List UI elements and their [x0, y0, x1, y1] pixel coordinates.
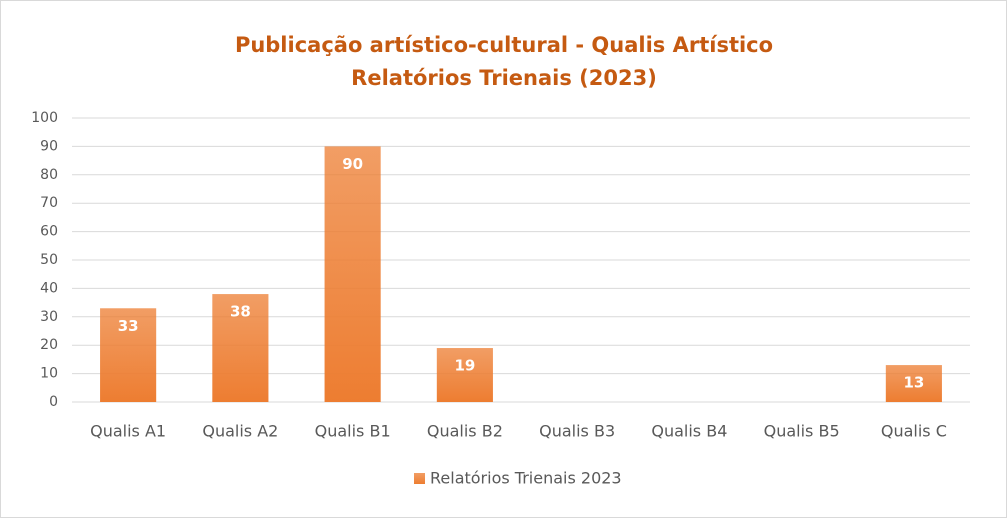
legend-label: Relatórios Trienais 2023: [430, 469, 622, 488]
x-tick-label: Qualis A1: [90, 422, 166, 441]
y-tick-label: 10: [40, 366, 58, 382]
y-tick-label: 60: [40, 224, 58, 240]
bar: [436, 348, 493, 402]
y-tick-label: 30: [40, 309, 58, 325]
legend-swatch: [414, 473, 425, 484]
x-tick-label: Qualis B1: [315, 422, 391, 441]
x-tick-label: Qualis A2: [202, 422, 278, 441]
data-label: 13: [903, 374, 924, 392]
y-tick-label: 80: [40, 167, 58, 183]
data-label: 33: [118, 317, 139, 335]
x-tick-label: Qualis B3: [539, 422, 615, 441]
y-tick-label: 40: [40, 280, 58, 296]
y-tick-label: 20: [40, 337, 58, 353]
chart-title: Publicação artístico-cultural - Qualis A…: [235, 33, 773, 57]
x-tick-label: Qualis B4: [651, 422, 727, 441]
y-tick-label: 0: [49, 394, 58, 410]
y-tick-label: 50: [40, 252, 58, 268]
bar: [212, 294, 269, 402]
y-tick-label: 100: [31, 110, 58, 126]
x-tick-label: Qualis C: [881, 422, 947, 441]
y-tick-label: 90: [40, 138, 58, 154]
y-tick-label: 70: [40, 195, 58, 211]
data-label: 90: [342, 155, 363, 173]
x-tick-label: Qualis B2: [427, 422, 503, 441]
bar: [324, 146, 381, 402]
bar: [100, 308, 157, 402]
chart-subtitle: Relatórios Trienais (2023): [351, 66, 657, 90]
data-label: 38: [230, 303, 251, 321]
x-tick-label: Qualis B5: [764, 422, 840, 441]
data-label: 19: [454, 357, 475, 375]
bar: [885, 365, 942, 402]
